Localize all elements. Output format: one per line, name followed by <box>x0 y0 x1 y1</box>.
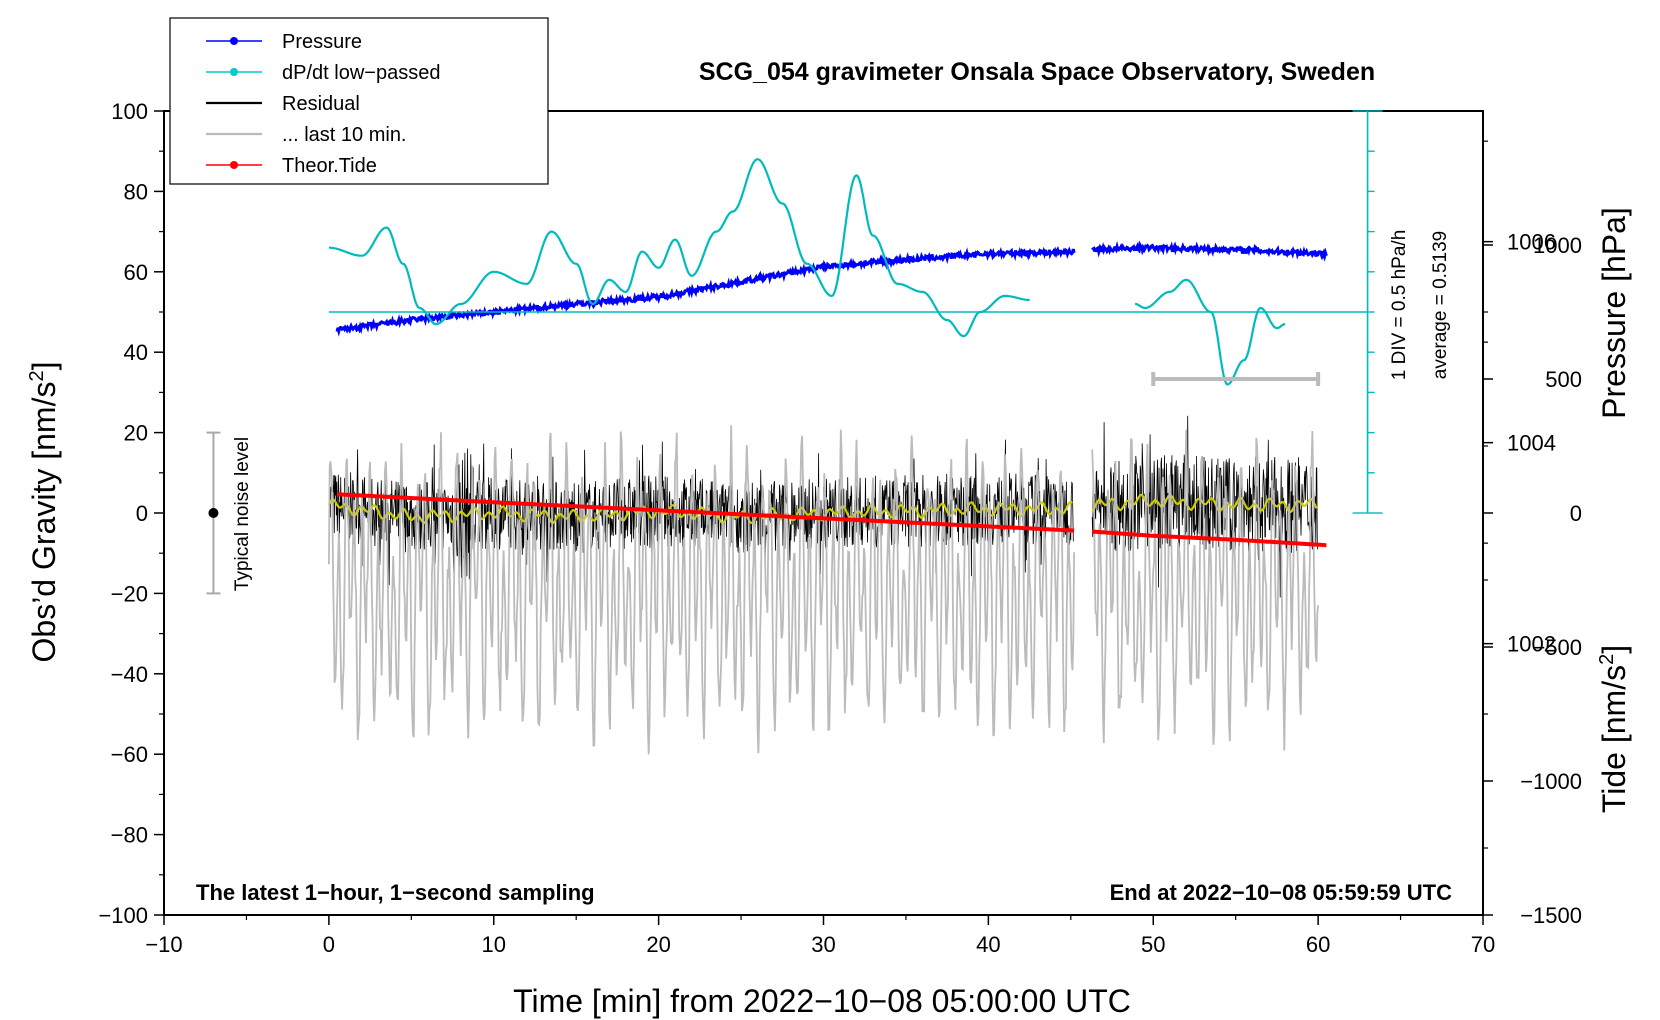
last-10-min-line-1 <box>328 425 1075 755</box>
tide-tick-label: 1000 <box>1533 233 1582 258</box>
x-tick-label: 10 <box>482 932 506 957</box>
y-tick-label: −20 <box>111 581 148 606</box>
pressure-line-1 <box>335 246 1076 337</box>
pressure-axis-ticks: 1002 1004 1006 <box>1483 140 1556 657</box>
legend-label: ... last 10 min. <box>282 124 407 146</box>
noise-level-dot <box>208 508 219 518</box>
y-tick-label: 20 <box>124 421 148 446</box>
x-tick-label: 20 <box>646 932 670 957</box>
x-axis-label: Time [min] from 2022−10−08 05:00:00 UTC <box>513 983 1131 1019</box>
tide-axis-label-text: Tide [nm/s <box>1596 665 1632 813</box>
pressure-tick-label: 1004 <box>1507 431 1556 456</box>
legend-marker <box>230 68 238 76</box>
dpdt-reference-scale <box>1352 110 1383 514</box>
x-tick-label: 0 <box>323 932 335 957</box>
pressure-line-2 <box>1091 240 1328 262</box>
tide-tick-label: −500 <box>1532 635 1582 660</box>
tide-axis-label: Tide [nm/s2] <box>1596 645 1632 813</box>
x-tick-label: 70 <box>1471 932 1495 957</box>
y-tick-label: 100 <box>111 99 148 124</box>
pressure-tick-label: 1006 <box>1507 230 1556 255</box>
y-tick-label: 80 <box>124 179 148 204</box>
y-tick-label: −60 <box>111 742 148 767</box>
tide-tick-label: 0 <box>1570 501 1582 526</box>
tide-tick-label: −1500 <box>1520 903 1582 928</box>
dpdt-scale-label: 1 DIV = 0.5 hPa/h <box>1389 230 1410 381</box>
x-axis-ticks: −10 0 10 20 30 40 50 60 70 <box>145 915 1495 957</box>
noise-level-indicator <box>206 431 221 595</box>
pressure-axis-label: Pressure [hPa] <box>1596 207 1632 419</box>
tide-tick-label: −1000 <box>1520 769 1582 794</box>
legend-label: Pressure <box>282 31 362 53</box>
tide-axis-label-close: ] <box>1596 645 1632 654</box>
noise-level-label: Typical noise level <box>232 437 253 591</box>
legend-marker <box>230 37 238 45</box>
tide-line-2 <box>1092 529 1327 548</box>
chart-title: SCG_054 gravimeter Onsala Space Observat… <box>699 58 1375 86</box>
legend-label: Residual <box>282 93 360 115</box>
legend: Pressure dP/dt low−passed Residual ... last… <box>169 17 549 185</box>
y-tick-label: 60 <box>124 260 148 285</box>
y-axis-label: Obs’d Gravity [nm/s2] <box>26 362 62 663</box>
tide-line-1 <box>336 492 1075 533</box>
x-tick-label: 50 <box>1141 932 1165 957</box>
sampling-note: The latest 1−hour, 1−second sampling <box>196 880 595 905</box>
y-tick-label: −100 <box>98 903 148 928</box>
dpdt-line-1 <box>328 158 1030 338</box>
pressure-tick-label: 1002 <box>1507 632 1556 657</box>
tide-axis-ticks: −1500 −1000 −500 0 500 1000 <box>1483 233 1582 928</box>
x-tick-label: 30 <box>811 932 835 957</box>
y-axis-ticks: −100 −80 −60 −40 −20 0 20 40 60 80 100 <box>98 99 164 928</box>
tide-axis-label-sup: 2 <box>1596 654 1618 665</box>
legend-box <box>169 17 549 185</box>
x-tick-label: 60 <box>1306 932 1330 957</box>
legend-marker <box>230 161 238 169</box>
legend-label: dP/dt low−passed <box>282 62 440 84</box>
legend-label: Theor.Tide <box>282 155 377 177</box>
tide-tick-label: 500 <box>1545 367 1582 392</box>
data-series-layer <box>327 158 1368 755</box>
y-tick-label: −40 <box>111 662 148 687</box>
legend-items: Pressure dP/dt low−passed Residual ... last… <box>206 31 440 177</box>
y-tick-label: −80 <box>111 823 148 848</box>
y-axis-label-sup: 2 <box>26 370 48 381</box>
y-tick-label: 0 <box>136 501 148 526</box>
x-tick-label: −10 <box>145 932 182 957</box>
end-time-note: End at 2022−10−08 05:59:59 UTC <box>1110 880 1453 905</box>
y-axis-label-close: ] <box>26 362 62 371</box>
x-tick-label: 40 <box>976 932 1000 957</box>
dpdt-average-label: average = 0.5139 <box>1430 231 1451 379</box>
last-10-min-line-2 <box>1091 429 1319 751</box>
y-tick-label: 40 <box>124 340 148 365</box>
y-axis-label-text: Obs’d Gravity [nm/s <box>26 382 62 663</box>
dpdt-line-2 <box>1135 278 1286 386</box>
